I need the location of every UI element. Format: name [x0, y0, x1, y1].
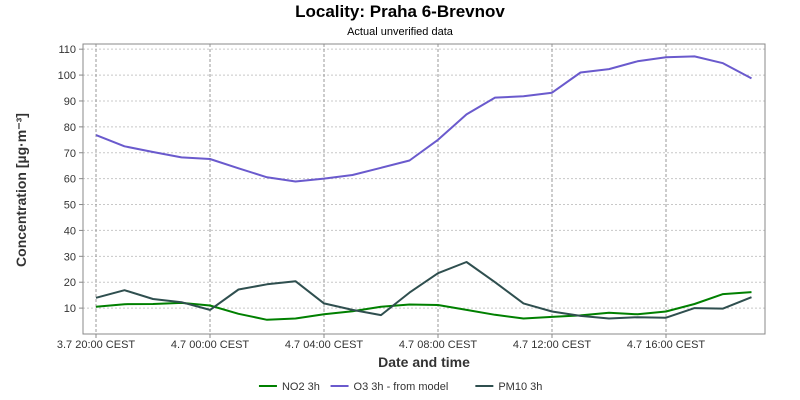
- legend-label-pm10-3h: PM10 3h: [498, 381, 542, 393]
- y-tick-label: 80: [64, 122, 76, 134]
- x-axis-label: Date and time: [378, 354, 470, 370]
- y-axis: 10 20 30 40 50 60 70 80 90 100 110: [58, 44, 83, 315]
- x-tick-label: 3.7 20:00 CEST: [57, 339, 136, 351]
- y-tick-label: 60: [64, 174, 76, 186]
- series-line-o3-3h-from-model: [95, 55, 752, 183]
- series-lines: [95, 55, 752, 321]
- x-tick-label: 4.7 16:00 CEST: [627, 339, 706, 351]
- x-tick-label: 4.7 00:00 CEST: [171, 339, 250, 351]
- y-tick-label: 50: [64, 200, 76, 212]
- y-tick-label: 100: [58, 70, 76, 82]
- y-tick-label: 110: [58, 44, 76, 56]
- chart-subtitle: Actual unverified data: [347, 26, 454, 38]
- series-line-no2-3h: [95, 291, 752, 321]
- y-axis-label: Concentration [µg·m⁻³]: [13, 113, 29, 267]
- y-tick-label: 70: [64, 148, 76, 160]
- grid-lines: [83, 44, 765, 334]
- y-tick-label: 30: [64, 251, 76, 263]
- x-axis: 3.7 20:00 CEST 4.7 00:00 CEST 4.7 04:00 CE…: [57, 334, 706, 351]
- x-tick-label: 4.7 12:00 CEST: [513, 339, 592, 351]
- y-tick-label: 10: [64, 303, 76, 315]
- legend: NO2 3h O3 3h - from model PM10 3h: [258, 381, 542, 393]
- series-line-pm10-3h: [95, 261, 752, 320]
- x-tick-label: 4.7 04:00 CEST: [285, 339, 364, 351]
- y-tick-label: 90: [64, 96, 76, 108]
- legend-label-no2-3h: NO2 3h: [282, 381, 320, 393]
- chart-title: Locality: Praha 6-Brevnov: [295, 2, 505, 21]
- y-tick-label: 40: [64, 225, 76, 237]
- legend-label-o3-3h-from-model: O3 3h - from model: [354, 381, 449, 393]
- x-tick-label: 4.7 08:00 CEST: [399, 339, 478, 351]
- plot-area: [83, 44, 765, 334]
- plot-border: [82, 43, 766, 335]
- y-tick-label: 20: [64, 277, 76, 289]
